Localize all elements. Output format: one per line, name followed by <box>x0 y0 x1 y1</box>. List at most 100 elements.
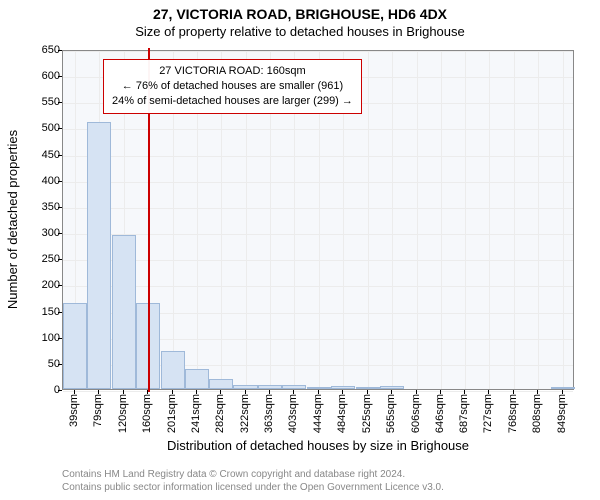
x-tick-mark <box>367 390 368 394</box>
y-tick-label: 100 <box>10 332 60 344</box>
x-tick-mark <box>196 390 197 394</box>
y-tick-mark <box>58 207 62 208</box>
gridline-v <box>563 51 564 389</box>
x-tick-label: 646sqm <box>434 394 446 433</box>
y-tick-label: 650 <box>10 44 60 56</box>
gridline-h <box>63 156 573 157</box>
chart-container: Number of detached properties 27 VICTORI… <box>0 44 600 442</box>
histogram-bar <box>282 385 306 389</box>
plot-area: 27 VICTORIA ROAD: 160sqm← 76% of detache… <box>62 50 574 390</box>
histogram-bar <box>185 369 209 389</box>
x-tick-label: 768sqm <box>507 394 519 433</box>
x-tick-mark <box>147 390 148 394</box>
x-tick-mark <box>318 390 319 394</box>
gridline-h <box>63 234 573 235</box>
x-tick-mark <box>245 390 246 394</box>
x-tick-mark <box>74 390 75 394</box>
x-tick-label: 282sqm <box>214 394 226 433</box>
y-tick-label: 400 <box>10 175 60 187</box>
x-tick-label: 606sqm <box>410 394 422 433</box>
histogram-bar <box>258 385 282 389</box>
gridline-v <box>417 51 418 389</box>
histogram-bar <box>161 351 185 389</box>
y-tick-label: 0 <box>10 384 60 396</box>
y-tick-mark <box>58 128 62 129</box>
y-tick-label: 150 <box>10 306 60 318</box>
x-tick-mark <box>391 390 392 394</box>
annotation-box: 27 VICTORIA ROAD: 160sqm← 76% of detache… <box>103 59 362 114</box>
attribution-line: Contains HM Land Registry data © Crown c… <box>62 468 444 481</box>
x-tick-mark <box>123 390 124 394</box>
x-tick-label: 160sqm <box>141 394 153 433</box>
x-tick-label: 849sqm <box>556 394 568 433</box>
y-tick-label: 450 <box>10 149 60 161</box>
y-tick-mark <box>58 181 62 182</box>
annotation-line: ← 76% of detached houses are smaller (96… <box>112 79 353 94</box>
x-tick-label: 727sqm <box>482 394 494 433</box>
y-tick-label: 550 <box>10 96 60 108</box>
x-tick-label: 39sqm <box>68 394 80 427</box>
attribution: Contains HM Land Registry data © Crown c… <box>62 468 444 494</box>
x-tick-mark <box>562 390 563 394</box>
histogram-bar <box>112 235 136 389</box>
y-tick-label: 600 <box>10 70 60 82</box>
y-tick-mark <box>58 364 62 365</box>
x-tick-mark <box>513 390 514 394</box>
gridline-v <box>538 51 539 389</box>
gridline-v <box>514 51 515 389</box>
y-tick-label: 350 <box>10 201 60 213</box>
page-title: 27, VICTORIA ROAD, BRIGHOUSE, HD6 4DX <box>0 0 600 22</box>
x-tick-mark <box>342 390 343 394</box>
x-tick-label: 403sqm <box>287 394 299 433</box>
x-tick-label: 444sqm <box>312 394 324 433</box>
histogram-bar <box>331 386 355 389</box>
x-tick-mark <box>416 390 417 394</box>
y-tick-mark <box>58 285 62 286</box>
y-tick-mark <box>58 50 62 51</box>
x-tick-mark <box>537 390 538 394</box>
x-tick-label: 484sqm <box>336 394 348 433</box>
x-tick-mark <box>269 390 270 394</box>
y-tick-mark <box>58 155 62 156</box>
attribution-line: Contains public sector information licen… <box>62 481 444 494</box>
histogram-bar <box>209 379 233 389</box>
gridline-h <box>63 51 573 52</box>
gridline-h <box>63 182 573 183</box>
x-tick-mark <box>293 390 294 394</box>
x-tick-label: 120sqm <box>117 394 129 433</box>
annotation-line: 27 VICTORIA ROAD: 160sqm <box>112 64 353 79</box>
histogram-bar <box>233 385 257 389</box>
annotation-line: 24% of semi-detached houses are larger (… <box>112 94 353 109</box>
x-tick-label: 363sqm <box>263 394 275 433</box>
x-tick-mark <box>98 390 99 394</box>
gridline-h <box>63 208 573 209</box>
x-tick-mark <box>220 390 221 394</box>
y-tick-label: 250 <box>10 253 60 265</box>
histogram-bar <box>551 387 575 389</box>
x-tick-mark <box>464 390 465 394</box>
x-tick-label: 79sqm <box>92 394 104 427</box>
histogram-bar <box>307 387 331 389</box>
gridline-h <box>63 260 573 261</box>
y-tick-mark <box>58 233 62 234</box>
y-tick-mark <box>58 102 62 103</box>
y-tick-label: 50 <box>10 358 60 370</box>
y-tick-mark <box>58 338 62 339</box>
histogram-bar <box>63 303 87 389</box>
y-tick-mark <box>58 390 62 391</box>
x-tick-label: 201sqm <box>166 394 178 433</box>
gridline-v <box>392 51 393 389</box>
histogram-bar <box>87 122 111 389</box>
gridline-v <box>441 51 442 389</box>
y-tick-label: 200 <box>10 279 60 291</box>
x-axis-label: Distribution of detached houses by size … <box>62 438 574 453</box>
x-tick-label: 687sqm <box>458 394 470 433</box>
x-tick-mark <box>488 390 489 394</box>
y-tick-label: 500 <box>10 122 60 134</box>
y-tick-label: 300 <box>10 227 60 239</box>
y-tick-mark <box>58 259 62 260</box>
gridline-v <box>368 51 369 389</box>
gridline-v <box>489 51 490 389</box>
x-tick-label: 565sqm <box>385 394 397 433</box>
gridline-v <box>465 51 466 389</box>
